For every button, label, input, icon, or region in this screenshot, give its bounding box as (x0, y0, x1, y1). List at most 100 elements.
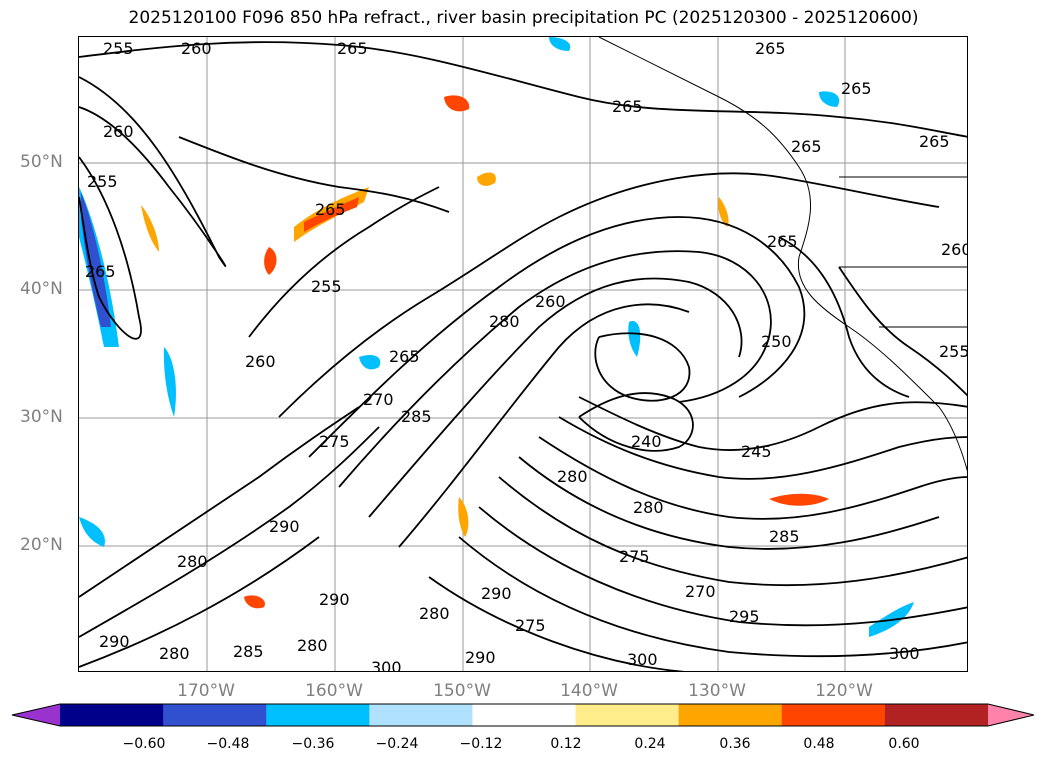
contour-label: 255 (939, 342, 968, 361)
contour-line (478, 506, 967, 627)
lon-label-120w: 120°W (815, 681, 873, 701)
contour-line (79, 156, 142, 340)
contour-label: 275 (319, 432, 350, 451)
contour-label: 265 (337, 39, 368, 58)
contour-label: 265 (755, 39, 786, 58)
contour-label: 260 (103, 122, 134, 141)
contour-label: 265 (791, 137, 822, 156)
map-panel: 255 260 265 265 265 265 265 265 265 260 … (78, 36, 968, 672)
contour-label: 280 (489, 312, 520, 331)
precip-blob (264, 247, 277, 275)
contour-line (778, 236, 910, 398)
contour-label: 265 (919, 132, 950, 151)
map-title: 2025120100 F096 850 hPa refract., river … (128, 8, 919, 28)
contour-label: 255 (311, 277, 342, 296)
contour-line (428, 576, 686, 671)
lon-label-140w: 140°W (560, 681, 618, 701)
graticule (79, 37, 967, 671)
contour-line (308, 216, 806, 458)
colorbar-tick-label: −0.24 (375, 736, 419, 752)
contour-label: 280 (557, 467, 588, 486)
contour-label: 265 (389, 347, 420, 366)
colorbar-tick-label: −0.36 (291, 736, 335, 752)
colorbar-tick-label: −0.48 (206, 736, 250, 752)
contour-label: 265 (612, 97, 643, 116)
contour-line (79, 536, 320, 668)
contour-line (79, 76, 227, 267)
lon-label-150w: 150°W (433, 681, 491, 701)
contour-line (558, 416, 967, 480)
contour-line (838, 266, 967, 397)
contour-label: 275 (515, 616, 546, 635)
contour-label: 290 (99, 632, 130, 651)
contour-label: 290 (481, 584, 512, 603)
precip-blob (79, 517, 105, 547)
colorbar-segment (60, 704, 164, 726)
precip-blob (718, 197, 729, 227)
colorbar-extend-low (12, 704, 60, 726)
contour-line (79, 41, 967, 138)
contour-label: 285 (233, 642, 264, 661)
colorbar-tick-label: 0.24 (634, 736, 666, 752)
contour-label: 280 (419, 604, 450, 623)
contour-line (178, 136, 450, 213)
lat-label-50n: 50°N (20, 152, 63, 172)
precip-blob (81, 192, 111, 327)
contour-label: 300 (889, 644, 920, 663)
contour-label: 270 (685, 582, 716, 601)
contour-label: 300 (627, 650, 658, 669)
refractivity-contours (79, 41, 967, 671)
lon-label-160w: 160°W (305, 681, 363, 701)
contour-line (458, 536, 967, 658)
contour-label: 250 (761, 332, 792, 351)
lon-label-170w: 170°W (177, 681, 235, 701)
contour-label: 245 (741, 442, 772, 461)
colorbar-outline (11, 703, 1035, 727)
contour-label: 270 (363, 390, 394, 409)
contour-label: 280 (177, 552, 208, 571)
contour-label: 275 (619, 547, 650, 566)
contour-label: 280 (159, 644, 190, 663)
precip-blob (163, 347, 176, 417)
coastline (598, 37, 967, 472)
colorbar-segment (575, 704, 680, 726)
contour-label: 265 (841, 79, 872, 98)
contour-label: 290 (465, 648, 496, 667)
contour-line (398, 303, 690, 548)
lat-label-20n: 20°N (20, 535, 63, 555)
precip-blob (628, 321, 641, 357)
contour-line (498, 476, 967, 587)
contour-line (538, 436, 967, 520)
contour-label: 295 (729, 607, 760, 626)
contour-label: 265 (315, 200, 346, 219)
contour-line (248, 186, 440, 338)
contour-line (594, 332, 691, 402)
contour-label: 260 (535, 292, 566, 311)
contour-line (79, 426, 380, 638)
colorbar-tick-label: 0.12 (550, 736, 582, 752)
precip-shading (79, 37, 914, 637)
colorbar-tick-label: −0.60 (122, 736, 166, 752)
contour-label: 290 (319, 590, 350, 609)
precip-blob (141, 205, 159, 252)
colorbar-segments (12, 704, 1034, 726)
contour-label: 285 (401, 407, 432, 426)
colorbar-segment (884, 704, 989, 726)
contour-line (338, 250, 772, 488)
colorbar-tick-label: 0.60 (888, 736, 920, 752)
contour-label: 255 (87, 172, 118, 191)
colorbar (11, 703, 1035, 727)
lat-label-30n: 30°N (20, 407, 63, 427)
precip-blob (458, 497, 469, 537)
lon-label-130w: 130°W (688, 681, 746, 701)
contour-label: 255 (103, 39, 134, 58)
contour-label: 280 (633, 498, 664, 517)
contour-label: 265 (767, 232, 798, 251)
colorbar-tick-label: −0.12 (459, 736, 503, 752)
precip-blob (359, 355, 381, 370)
contour-line (518, 456, 940, 550)
colorbar-segment (369, 704, 473, 726)
precip-blob (244, 595, 265, 609)
contour-label: 285 (769, 527, 800, 546)
contour-label: 240 (631, 432, 662, 451)
